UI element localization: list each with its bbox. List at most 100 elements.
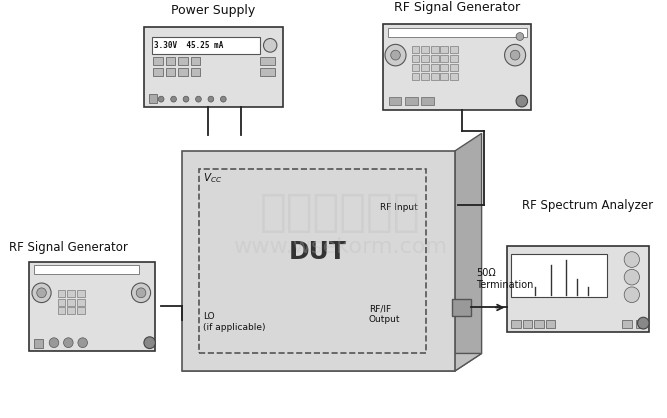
- Bar: [153, 68, 163, 76]
- Circle shape: [516, 33, 524, 41]
- Bar: [431, 64, 439, 71]
- Circle shape: [516, 95, 528, 107]
- Circle shape: [624, 252, 640, 268]
- Circle shape: [624, 287, 640, 303]
- Bar: [77, 299, 85, 306]
- Circle shape: [504, 44, 526, 66]
- Bar: [34, 339, 43, 348]
- Bar: [440, 55, 448, 62]
- Polygon shape: [182, 354, 482, 371]
- Bar: [259, 57, 275, 65]
- Bar: [182, 151, 455, 371]
- Circle shape: [32, 283, 51, 303]
- Circle shape: [221, 96, 226, 102]
- Bar: [178, 68, 188, 76]
- Bar: [412, 73, 420, 79]
- Bar: [412, 55, 420, 62]
- Text: RF Spectrum Analyzer: RF Spectrum Analyzer: [522, 199, 654, 212]
- Text: www.wsekorm.com: www.wsekorm.com: [233, 237, 447, 257]
- Bar: [34, 265, 139, 274]
- Text: 世强硬创平台: 世强硬创平台: [259, 191, 420, 234]
- Text: 3.30V  45.25 mA: 3.30V 45.25 mA: [155, 41, 224, 50]
- Bar: [534, 320, 544, 328]
- Bar: [67, 299, 75, 306]
- Bar: [422, 55, 429, 62]
- Circle shape: [638, 317, 649, 329]
- Text: 50Ω
Termination: 50Ω Termination: [476, 268, 533, 290]
- Bar: [422, 97, 434, 105]
- Bar: [149, 94, 157, 103]
- Text: RF Input: RF Input: [380, 203, 418, 212]
- Bar: [67, 290, 75, 297]
- Bar: [431, 55, 439, 62]
- Bar: [546, 320, 556, 328]
- Bar: [29, 262, 155, 352]
- Bar: [450, 46, 458, 53]
- Bar: [191, 57, 200, 65]
- Circle shape: [624, 269, 640, 285]
- Text: Power Supply: Power Supply: [171, 4, 255, 17]
- Bar: [622, 320, 632, 328]
- Circle shape: [144, 337, 155, 349]
- Circle shape: [171, 96, 177, 102]
- Bar: [405, 97, 418, 105]
- Text: RF Signal Generator: RF Signal Generator: [394, 1, 520, 14]
- Bar: [512, 320, 521, 328]
- Bar: [440, 64, 448, 71]
- Circle shape: [78, 338, 87, 348]
- Text: DUT: DUT: [289, 240, 347, 264]
- Bar: [389, 97, 402, 105]
- Bar: [77, 290, 85, 297]
- Bar: [440, 73, 448, 79]
- Bar: [412, 64, 420, 71]
- Bar: [508, 246, 649, 332]
- Text: $V_{CC}$: $V_{CC}$: [203, 171, 222, 185]
- Bar: [452, 299, 471, 316]
- Bar: [422, 64, 429, 71]
- Bar: [450, 55, 458, 62]
- Circle shape: [263, 38, 277, 52]
- Circle shape: [37, 288, 46, 298]
- Bar: [67, 308, 75, 314]
- Bar: [191, 68, 200, 76]
- Bar: [58, 299, 65, 306]
- Bar: [412, 46, 420, 53]
- Circle shape: [391, 50, 400, 60]
- Bar: [512, 254, 607, 297]
- Circle shape: [131, 283, 151, 303]
- Bar: [58, 308, 65, 314]
- Circle shape: [63, 338, 73, 348]
- Text: RF Signal Generator: RF Signal Generator: [9, 241, 128, 254]
- Bar: [178, 57, 188, 65]
- Bar: [153, 57, 163, 65]
- Circle shape: [208, 96, 213, 102]
- Bar: [77, 308, 85, 314]
- Bar: [450, 64, 458, 71]
- Bar: [431, 73, 439, 79]
- Bar: [388, 28, 526, 36]
- Bar: [431, 46, 439, 53]
- Bar: [199, 168, 426, 354]
- Bar: [58, 290, 65, 297]
- Bar: [151, 36, 259, 54]
- Circle shape: [49, 338, 59, 348]
- Circle shape: [385, 44, 406, 66]
- Circle shape: [510, 50, 520, 60]
- Polygon shape: [455, 133, 482, 371]
- Circle shape: [158, 96, 164, 102]
- Bar: [422, 46, 429, 53]
- Circle shape: [136, 288, 146, 298]
- Text: LO
(if applicable): LO (if applicable): [203, 312, 265, 332]
- Text: RF/IF
Output: RF/IF Output: [369, 305, 400, 324]
- Bar: [422, 73, 429, 79]
- Bar: [383, 24, 532, 110]
- Bar: [166, 57, 175, 65]
- Circle shape: [195, 96, 201, 102]
- Bar: [259, 68, 275, 76]
- Bar: [144, 27, 283, 107]
- Circle shape: [183, 96, 189, 102]
- Bar: [450, 73, 458, 79]
- Bar: [636, 320, 645, 328]
- Bar: [523, 320, 532, 328]
- Bar: [166, 68, 175, 76]
